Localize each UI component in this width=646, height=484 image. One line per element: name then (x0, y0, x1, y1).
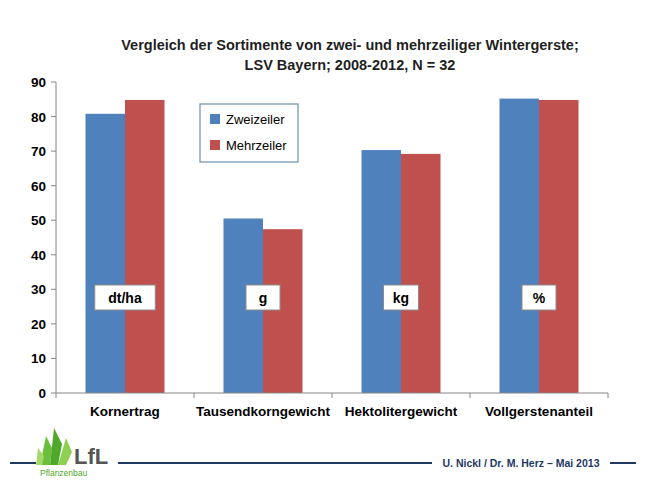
bar (125, 100, 165, 393)
y-tick (51, 151, 56, 152)
annotation: kg (393, 290, 409, 306)
y-tick (51, 220, 56, 221)
x-tick (470, 393, 471, 398)
y-tick (51, 358, 56, 359)
y-tick (51, 289, 56, 290)
y-tick-label: 60 (31, 179, 46, 194)
y-tick (51, 323, 56, 324)
x-tick-label: Tausendkorngewicht (196, 404, 331, 419)
y-tick-label: 80 (31, 110, 46, 125)
legend-box (200, 104, 298, 162)
y-tick (51, 185, 56, 186)
bar (362, 150, 402, 393)
x-tick (194, 393, 195, 398)
logo-leaf (36, 448, 44, 465)
bar (401, 154, 441, 393)
logo-text: LfL (74, 444, 108, 469)
x-tick (56, 393, 57, 398)
footer-line (118, 462, 432, 464)
y-tick (51, 82, 56, 83)
y-tick-label: 10 (31, 351, 46, 366)
annotation: % (533, 290, 546, 306)
legend-swatch (210, 140, 220, 150)
annotation: g (259, 290, 268, 306)
annotation-box (95, 285, 156, 310)
bar (86, 114, 126, 393)
y-tick-label: 20 (31, 317, 46, 332)
chart: Vergleich der Sortimente von zwei- und m… (0, 0, 646, 484)
y-tick-label: 70 (31, 144, 46, 159)
y-tick (51, 116, 56, 117)
x-tick (608, 393, 609, 398)
y-tick (51, 254, 56, 255)
bar (539, 100, 579, 393)
department: Pflanzenbau (40, 468, 88, 478)
annotation: dt/ha (108, 290, 142, 306)
annotation-box (522, 285, 556, 310)
chart-root: Vergleich der Sortimente von zwei- und m… (0, 0, 646, 484)
legend-label: Mehrzeiler (226, 138, 287, 153)
y-tick-label: 90 (31, 75, 46, 90)
title: Vergleich der Sortimente von zwei- und m… (121, 37, 579, 53)
bars (86, 99, 579, 393)
subtitle: LSV Bayern; 2008-2012, N = 32 (245, 57, 456, 73)
bar (263, 229, 303, 393)
footer-line (610, 462, 636, 464)
y-tick-label: 40 (31, 248, 46, 263)
bar (500, 99, 540, 393)
y-axis (56, 82, 57, 393)
y-tick-label: 0 (38, 386, 46, 401)
legend-swatch (210, 114, 220, 124)
credit: U. Nickl / Dr. M. Herz – Mai 2013 (443, 457, 600, 469)
y-tick-label: 50 (31, 213, 46, 228)
y-tick (51, 393, 56, 394)
y-tick-label: 30 (31, 282, 46, 297)
footer-line (10, 462, 36, 464)
logo-leaf (58, 438, 72, 465)
legend-label: Zweizeiler (226, 112, 285, 127)
x-tick-label: Hektolitergewicht (345, 404, 458, 419)
x-tick-label: Vollgerstenanteil (485, 404, 593, 419)
annotation-box (246, 285, 280, 310)
x-tick-label: Kornertrag (90, 404, 160, 419)
x-tick (332, 393, 333, 398)
annotation-box (384, 285, 419, 310)
